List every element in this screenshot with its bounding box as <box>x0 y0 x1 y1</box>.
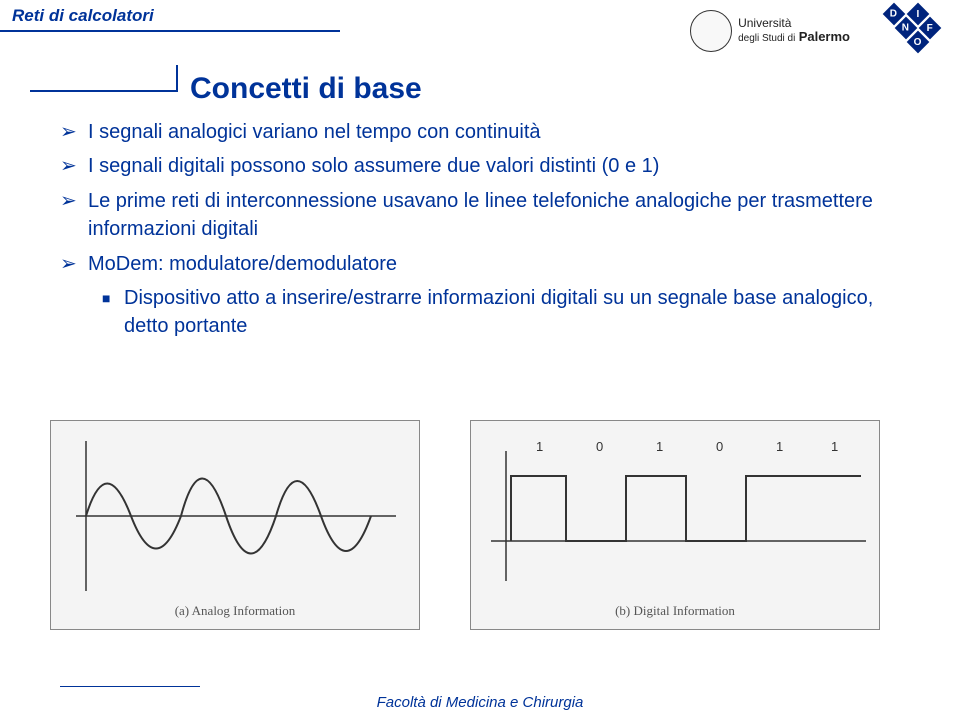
bit-label: 0 <box>596 439 603 454</box>
content-area: ➢ I segnali analogici variano nel tempo … <box>60 118 920 341</box>
figures-row: (a) Analog Information 1 0 1 0 1 1 (b) D… <box>50 420 910 630</box>
bullet-text: MoDem: modulatore/demodulatore <box>88 250 397 278</box>
bullet-marker-icon: ➢ <box>60 250 88 278</box>
uni-line1: Università <box>738 17 850 31</box>
bullet-item: ➢ Le prime reti di interconnessione usav… <box>60 187 920 244</box>
figure-caption: (a) Analog Information <box>51 603 419 619</box>
crest-icon <box>690 10 732 52</box>
sub-bullet-item: ■ Dispositivo atto a inserire/estrarre i… <box>102 284 920 341</box>
figure-digital: 1 0 1 0 1 1 (b) Digital Information <box>470 420 880 630</box>
analog-wave-icon <box>51 421 421 601</box>
uni-line2: degli Studi di <box>738 33 795 44</box>
bullet-text: I segnali analogici variano nel tempo co… <box>88 118 541 146</box>
bullet-item: ➢ I segnali digitali possono solo assume… <box>60 152 920 180</box>
bit-label: 1 <box>776 439 783 454</box>
dinfo-logo: D I N F O <box>876 6 946 56</box>
bit-label: 1 <box>831 439 838 454</box>
bullet-text: Le prime reti di interconnessione usavan… <box>88 187 920 244</box>
title-rule-v <box>176 65 178 92</box>
footer-rule <box>60 686 200 688</box>
bit-label: 0 <box>716 439 723 454</box>
figure-analog: (a) Analog Information <box>50 420 420 630</box>
dinfo-letter: N <box>902 22 909 33</box>
slide-title: Concetti di base <box>190 72 422 106</box>
sub-bullet-marker-icon: ■ <box>102 284 124 341</box>
uni-line3: Palermo <box>799 29 850 44</box>
dinfo-letter: I <box>917 9 920 20</box>
university-logo: Università degli Studi di Palermo <box>690 10 850 52</box>
bit-label: 1 <box>656 439 663 454</box>
course-title: Reti di calcolatori <box>12 6 154 26</box>
bullet-text: I segnali digitali possono solo assumere… <box>88 152 659 180</box>
bullet-marker-icon: ➢ <box>60 152 88 180</box>
bullet-item: ➢ I segnali analogici variano nel tempo … <box>60 118 920 146</box>
bullet-item: ➢ MoDem: modulatore/demodulatore <box>60 250 920 278</box>
figure-caption: (b) Digital Information <box>471 603 879 619</box>
university-name: Università degli Studi di Palermo <box>738 17 850 46</box>
sub-bullet-text: Dispositivo atto a inserire/estrarre inf… <box>124 284 920 341</box>
dinfo-letter: O <box>914 37 922 48</box>
bit-label: 1 <box>536 439 543 454</box>
bullet-marker-icon: ➢ <box>60 118 88 146</box>
dinfo-letter: D <box>890 8 897 19</box>
bullet-marker-icon: ➢ <box>60 187 88 244</box>
digital-wave-icon <box>471 421 881 601</box>
dinfo-letter: F <box>927 22 933 33</box>
title-rule-h <box>30 90 178 92</box>
footer-text: Facoltà di Medicina e Chirurgia <box>0 694 960 711</box>
header-rule <box>0 30 340 32</box>
